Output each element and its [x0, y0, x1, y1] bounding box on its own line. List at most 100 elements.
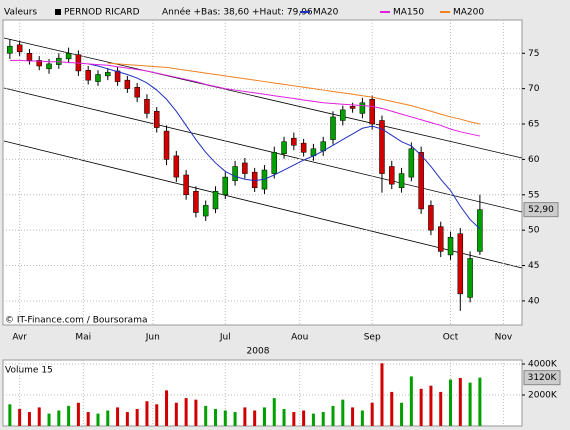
x-tick-label: Jul — [219, 333, 231, 343]
volume-bar — [331, 405, 335, 426]
ma-line — [9, 59, 480, 137]
volume-bar — [145, 401, 149, 426]
volume-bar — [243, 407, 247, 426]
x-tick-label: Sep — [364, 333, 381, 343]
volume-bar — [370, 402, 374, 426]
volume-bar — [400, 402, 404, 426]
candle-body — [359, 102, 366, 114]
volume-bar — [272, 398, 276, 426]
y-tick-label: 60 — [528, 155, 540, 165]
x-axis-label: 2008 — [247, 347, 270, 357]
volume-bar — [292, 412, 296, 426]
candle-body — [467, 258, 473, 298]
y-tick-label: 65 — [528, 120, 539, 130]
candle-body — [281, 141, 287, 154]
legend-label: MA200 — [453, 8, 484, 18]
volume-bar — [419, 388, 423, 426]
volume-bar — [67, 405, 71, 426]
candle-body — [183, 174, 189, 196]
volume-panel — [2, 359, 523, 427]
volume-bar — [390, 391, 394, 426]
volume-bar — [253, 410, 257, 426]
candle-body — [173, 155, 180, 178]
last-value-label: 3120K — [528, 373, 558, 383]
volume-bar — [116, 407, 120, 426]
legend-label: MA150 — [393, 8, 424, 18]
volume-bar — [351, 407, 355, 426]
channel-line — [3, 37, 523, 159]
candle-body — [291, 137, 297, 146]
volume-bar — [468, 382, 472, 426]
volume-bar — [282, 408, 286, 426]
volume-bar — [184, 398, 188, 426]
candle-body — [477, 209, 483, 252]
candle-body — [418, 152, 424, 210]
candle-body — [349, 106, 356, 109]
candle-body — [26, 53, 33, 61]
last-value-box — [523, 202, 559, 218]
volume-bar — [311, 413, 315, 426]
candle-body — [340, 109, 346, 121]
candle-body — [16, 44, 23, 53]
candle-body — [408, 148, 415, 178]
source: © IT-Finance.com / Boursorama — [5, 316, 147, 326]
volume-bar — [478, 377, 482, 426]
candle-body — [222, 176, 229, 196]
volume-bar — [125, 412, 129, 426]
candle-body — [7, 45, 13, 54]
y-tick-label: 45 — [528, 261, 539, 271]
volume-bar — [165, 390, 169, 426]
candle-body — [330, 116, 336, 140]
volume-bar — [155, 404, 159, 426]
volume-title: Volume 15 — [5, 366, 53, 376]
candle-body — [379, 120, 385, 174]
volume-bar — [204, 405, 208, 426]
volume-bar — [174, 402, 178, 426]
volume-bar — [47, 413, 51, 426]
legend-icon — [55, 9, 61, 15]
candle-body — [65, 53, 72, 60]
candle-body — [153, 111, 160, 128]
x-tick-label: Nov — [495, 333, 513, 343]
subtitle: Année +Bas: 38,60 +Haut: 79,96 — [162, 7, 313, 18]
volume-bar — [135, 408, 139, 426]
y-tick-label: 75 — [528, 49, 539, 59]
volume-bar — [302, 410, 306, 426]
volume-bar — [27, 412, 31, 426]
candle-body — [242, 162, 248, 174]
volume-bar — [458, 377, 462, 426]
candle-body — [85, 69, 91, 81]
volume-bar — [439, 391, 443, 426]
y-tick-label: 40 — [528, 296, 540, 306]
candle-body — [447, 237, 454, 256]
y-tick-label: 4000K — [528, 360, 558, 370]
volume-bar — [341, 399, 345, 426]
volume-bar — [86, 412, 90, 426]
candle-body — [202, 205, 209, 217]
ma-line — [107, 62, 480, 125]
y-tick-label: 2000K — [528, 391, 558, 401]
volume-bar — [76, 402, 80, 426]
volume-bar — [360, 410, 364, 426]
chart-title: PERNOD RICARD — [64, 8, 140, 18]
candle-body — [300, 142, 307, 153]
volume-bar — [106, 410, 110, 426]
volume-bar — [321, 412, 325, 426]
x-tick-label: Jun — [145, 333, 160, 343]
candle-body — [232, 166, 238, 181]
channel-line — [3, 87, 523, 213]
candle-body — [36, 60, 42, 67]
volume-bar — [194, 399, 198, 426]
candle-body — [124, 79, 131, 89]
volume-bar — [96, 413, 100, 426]
x-tick-label: Avr — [12, 333, 27, 343]
ma-line — [88, 63, 481, 230]
candle-body — [105, 72, 111, 77]
volume-bar — [449, 379, 453, 426]
candle-body — [163, 130, 170, 160]
candle-body — [134, 86, 140, 98]
y-tick-label: 70 — [528, 84, 540, 94]
candle-body — [95, 74, 101, 82]
volume-bar — [233, 412, 237, 426]
